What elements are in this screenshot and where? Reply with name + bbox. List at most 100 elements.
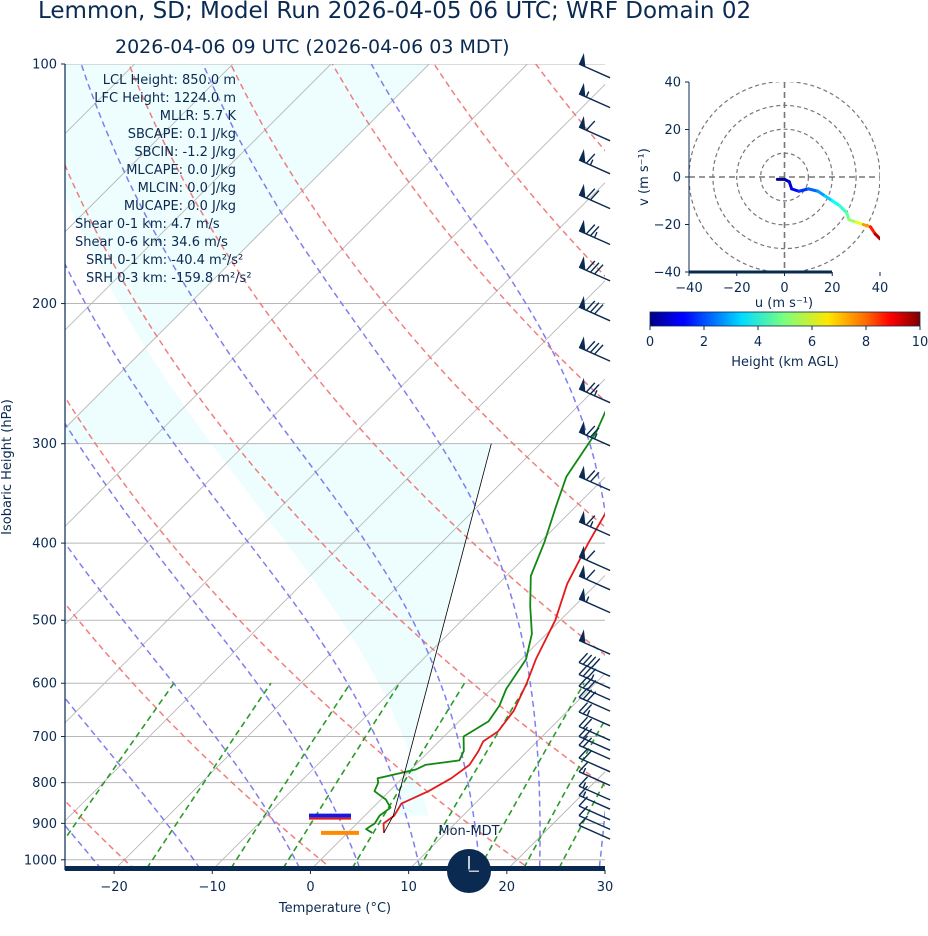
wind-barb-flag: [585, 188, 596, 199]
cape-shading: [65, 64, 605, 816]
wind-barb: [578, 421, 611, 447]
wind-barb-flag: [585, 550, 596, 561]
wind-barb: [578, 336, 611, 362]
wind-barb-flag: [585, 569, 596, 580]
wind-barb-pennant: [579, 377, 586, 392]
colorbar-tick-label: 6: [808, 335, 816, 350]
isotherm-line: [65, 182, 605, 724]
moist-adiabat-line: [65, 697, 202, 870]
x-tick-label: 10: [400, 880, 417, 895]
hodograph-y-tick-label: 0: [673, 171, 681, 186]
wind-barb-half-flag: [593, 390, 598, 397]
wind-barb-flag: [582, 737, 593, 748]
wind-barb-shaft: [578, 814, 611, 831]
wind-barb-flag: [590, 658, 601, 669]
hodograph-x-tick-label: 0: [780, 281, 788, 296]
stat-shear-0-6-km: Shear 0-6 km: 34.6 m/s: [75, 234, 260, 252]
colorbar-tick-label: 2: [700, 335, 708, 350]
hodograph-y-axis-label: v (m s⁻¹): [637, 148, 652, 206]
wind-barb-flag: [586, 656, 597, 667]
wind-barb-flag: [585, 515, 596, 526]
wind-barb-shaft: [578, 771, 611, 787]
clock-label: Mon-MDT: [438, 824, 499, 839]
wind-barb-shaft: [578, 805, 611, 821]
wind-barb: [578, 805, 611, 831]
wind-barb: [578, 149, 611, 175]
wind-barbs: [578, 53, 611, 840]
colorbar-gradient: [649, 311, 921, 327]
stat-separator: :: [162, 271, 172, 286]
stat-value: 1224.0 m: [173, 91, 236, 106]
wind-barb-half-flag: [585, 596, 590, 603]
wind-barb-shaft: [578, 824, 611, 840]
moist-adiabat-line: [370, 64, 605, 870]
dry-adiabat-line: [841, 64, 928, 877]
stat-value: 0.0 J/kg: [187, 181, 236, 196]
wind-barb-flag: [578, 735, 589, 746]
wind-barb-pennant: [579, 183, 586, 198]
mixing-ratio-line: [281, 682, 401, 870]
stat-separator: :: [162, 253, 172, 268]
wind-barb-flag: [585, 300, 596, 311]
wind-barb-flag: [586, 668, 597, 679]
wind-barb-pennant: [579, 465, 586, 480]
wind-barb-flag: [582, 689, 593, 700]
stat-label: Shear 0-1 km: [75, 217, 163, 232]
wind-barb: [578, 796, 611, 821]
dewpoint-line: [365, 410, 605, 834]
wind-barb-half-flag: [593, 231, 598, 238]
wind-barb-pennant: [579, 587, 586, 602]
wind-barb-flag: [578, 652, 589, 663]
wind-barb-flag: [589, 384, 600, 395]
wind-barb-flag: [585, 470, 596, 481]
wind-barb-flag: [589, 302, 600, 313]
wind-barb: [578, 256, 611, 282]
x-tick-label: 0: [306, 880, 314, 895]
wind-barb-flag: [578, 726, 589, 737]
colorbar-tick-label: 10: [912, 335, 928, 350]
hodograph-y-tick-label: −40: [654, 266, 681, 281]
wind-barb: [578, 565, 611, 591]
stat-label: MUCAPE: [123, 199, 179, 214]
colorbar-tick-label: 8: [862, 335, 870, 350]
wind-barb-flag: [589, 471, 600, 483]
y-tick-label: 900: [32, 817, 57, 832]
wind-barb: [578, 587, 611, 614]
mixing-ratio-line: [521, 718, 605, 870]
moist-adiabat-line: [65, 262, 421, 870]
y-tick-label: 400: [32, 537, 57, 552]
stat-separator: :: [173, 73, 182, 88]
wind-barb-half-flag: [593, 433, 598, 440]
wind-barb: [578, 687, 611, 712]
skewt-plot-area: [65, 64, 928, 877]
wind-barb-pennant: [579, 296, 586, 310]
dry-adiabat-line: [65, 602, 335, 870]
wind-barb-flag: [585, 382, 596, 393]
dry-adiabat-line: [229, 64, 605, 528]
hodograph-x-tick-label: −20: [723, 281, 750, 296]
hodograph-segment: [797, 187, 810, 193]
stat-label: SRH 0-1 km: [86, 253, 163, 268]
moist-adiabat-line: [80, 64, 481, 870]
isotherm-line: [408, 672, 605, 870]
wind-barb: [578, 545, 611, 572]
isotherm-line: [310, 574, 605, 870]
wind-barb-flag: [586, 691, 597, 702]
wind-barb-shaft: [578, 785, 611, 801]
wind-barb-flag: [582, 666, 593, 677]
hodograph-y-tick-label: −20: [654, 218, 681, 233]
wind-barb-pennant: [579, 149, 586, 163]
stat-sbcape: SBCAPE: 0.1 J/kg: [51, 126, 236, 144]
wind-barb-flag: [578, 805, 589, 817]
wind-barb-flag: [582, 654, 593, 665]
wind-barb-flag: [582, 750, 593, 761]
stat-separator: :: [178, 163, 188, 178]
wind-barb-flag: [585, 340, 596, 352]
wind-barb-flag: [578, 748, 589, 759]
x-tick-label: −10: [199, 880, 226, 895]
colorbar: 0 2 4 6 8 10 Height (km AGL): [646, 311, 928, 370]
wind-barb-flag: [586, 679, 597, 691]
mixing-ratio-line: [144, 682, 272, 870]
wind-barb-pennant: [579, 545, 586, 560]
